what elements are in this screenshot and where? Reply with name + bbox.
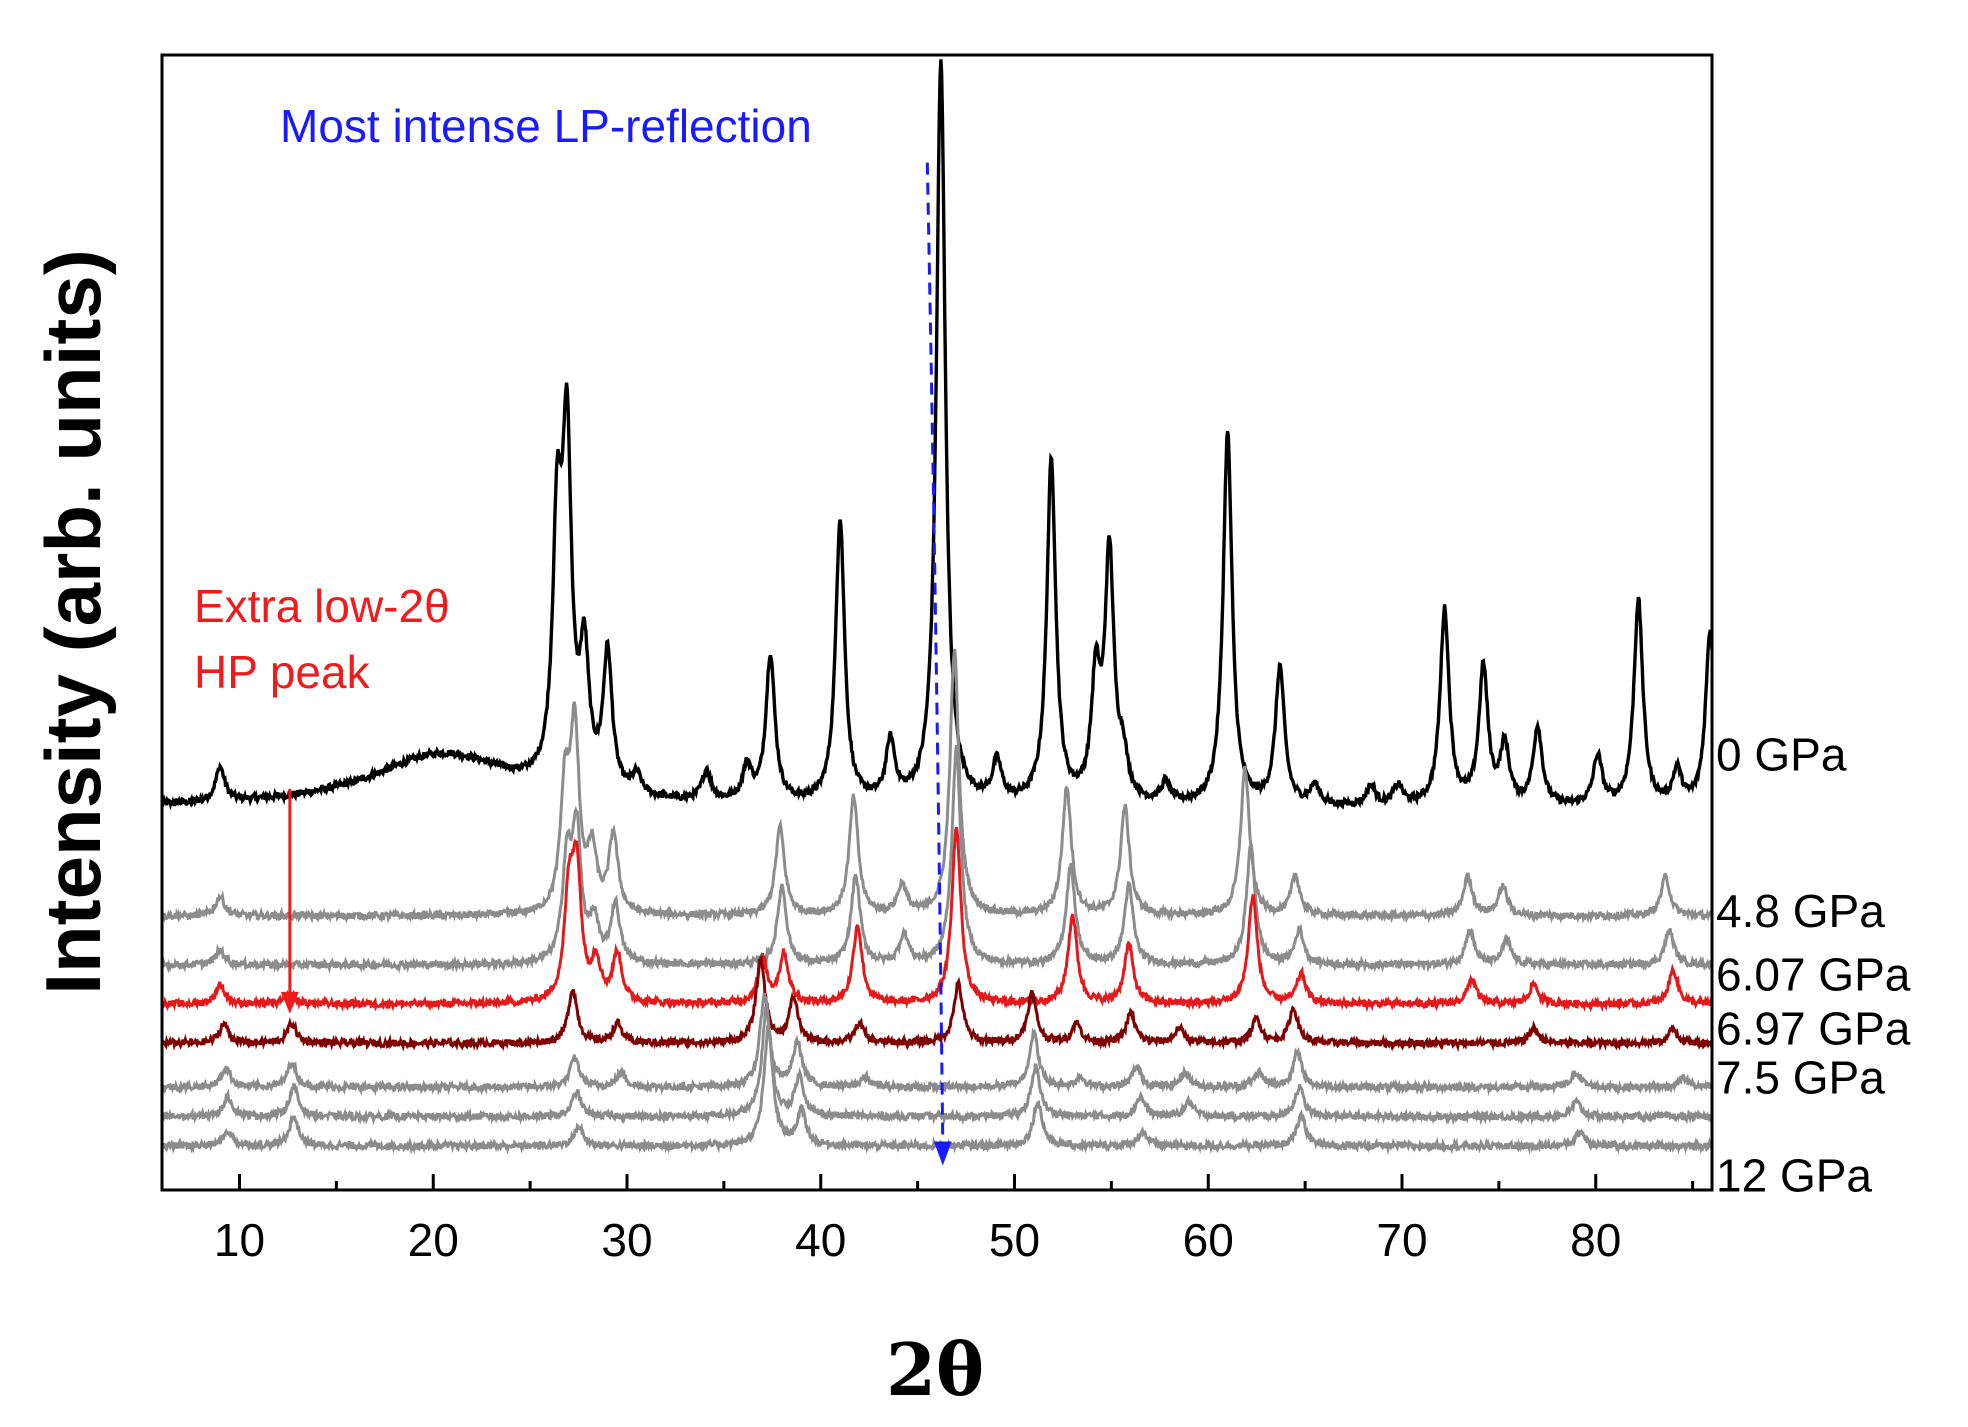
series-label: 0 GPa xyxy=(1716,729,1847,781)
annotation-hp-peak: HP peak xyxy=(194,646,371,698)
series-label: 6.07 GPa xyxy=(1716,949,1911,1001)
x-tick-label: 80 xyxy=(1570,1214,1621,1266)
x-tick-label: 70 xyxy=(1376,1214,1427,1266)
y-axis-title: Intensity (arb. units) xyxy=(29,249,117,994)
x-tick-label: 30 xyxy=(601,1214,652,1266)
annotation-extra-low-2theta: Extra low-2θ xyxy=(194,580,450,632)
x-tick-label: 10 xyxy=(214,1214,265,1266)
x-axis-ticks: 10 20 30 40 50 60 70 80 xyxy=(214,1174,1695,1266)
x-tick-label: 50 xyxy=(989,1214,1040,1266)
series-label: 4.8 GPa xyxy=(1716,885,1885,937)
x-tick-label: 40 xyxy=(795,1214,846,1266)
x-axis-title: 2θ xyxy=(886,1327,984,1412)
annotation-lp-arrowhead xyxy=(933,1141,952,1166)
series-label: 7.5 GPa xyxy=(1716,1051,1885,1103)
x-tick-label: 60 xyxy=(1183,1214,1234,1266)
annotation-most-intense-lp: Most intense LP-reflection xyxy=(280,100,812,152)
trace-10-gpa xyxy=(161,1006,1714,1126)
traces xyxy=(160,59,1714,1155)
trace-7-5-gpa xyxy=(160,956,1714,1053)
annotation-hp-arrowhead xyxy=(280,991,299,1014)
trace-6-07-gpa xyxy=(160,744,1714,974)
series-label: 6.97 GPa xyxy=(1716,1003,1911,1055)
trace-0-gpa xyxy=(160,59,1714,811)
x-tick-label: 20 xyxy=(408,1214,459,1266)
series-label: 12 GPa xyxy=(1716,1149,1872,1201)
annotation-lp-arrow xyxy=(925,162,945,1148)
trace-4-8-gpa xyxy=(161,648,1714,924)
annotations: Most intense LP-reflection Extra low-2θ … xyxy=(194,100,952,1166)
plot-frame xyxy=(160,53,1714,1192)
trace-6-97-gpa xyxy=(160,826,1714,1013)
trace-8-4-gpa xyxy=(160,992,1713,1097)
